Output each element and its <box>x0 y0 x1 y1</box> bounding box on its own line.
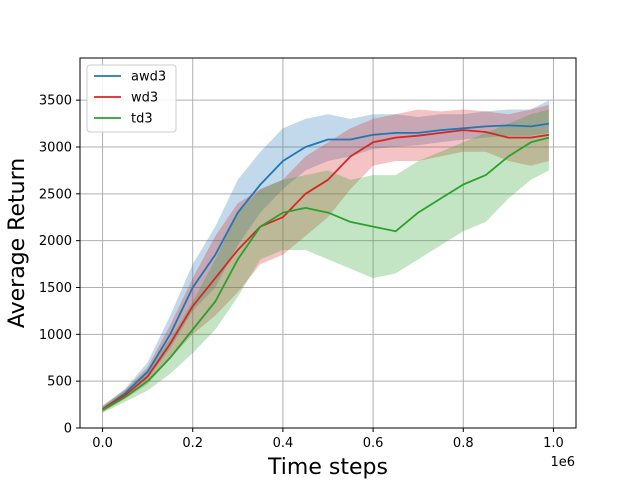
y-axis: 0 500 1000 1500 2000 2500 3000 3500 <box>39 94 80 437</box>
legend-label-td3: td3 <box>131 112 153 127</box>
y-tick-label: 1000 <box>39 328 72 343</box>
x-tick-label: 0.2 <box>182 436 203 451</box>
x-axis-label: Time steps <box>267 455 388 480</box>
y-tick-label: 2000 <box>39 234 72 249</box>
y-axis-label: Average Return <box>5 158 30 328</box>
legend: awd3 wd3 td3 <box>86 64 177 133</box>
band-awd3 <box>102 100 549 412</box>
x-tick-label: 0.8 <box>453 436 474 451</box>
plot-frame <box>79 57 577 429</box>
y-tick-label: 3000 <box>39 140 72 155</box>
x-tick-label: 0.0 <box>92 436 113 451</box>
x-axis-offset-label: 1e6 <box>550 455 575 470</box>
y-tick-label: 1500 <box>39 281 72 296</box>
x-tick-label: 1.0 <box>543 436 564 451</box>
legend-box <box>86 64 177 133</box>
x-tick-label: 0.6 <box>363 436 384 451</box>
y-tick-label: 2500 <box>39 187 72 202</box>
y-tick-label: 3500 <box>39 94 72 109</box>
y-tick-label: 0 <box>64 422 72 437</box>
legend-label-awd3: awd3 <box>131 70 166 85</box>
x-tick-label: 0.4 <box>273 436 294 451</box>
y-tick-label: 500 <box>47 375 72 390</box>
legend-label-wd3: wd3 <box>131 91 158 106</box>
x-axis: 0.0 0.2 0.4 0.6 0.8 1.0 <box>92 428 564 451</box>
band-td3 <box>102 109 549 413</box>
series-lines <box>101 122 550 411</box>
